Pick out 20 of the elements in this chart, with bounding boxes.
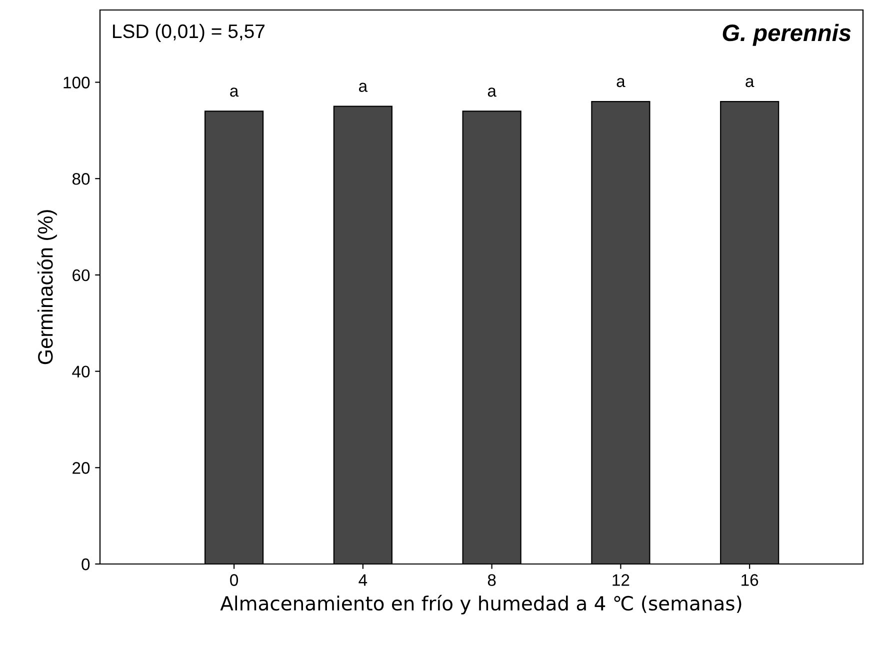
annotation: a — [359, 82, 368, 92]
x-tick-label: 12 — [612, 574, 630, 586]
y-tick-label: 40 — [72, 366, 90, 378]
annotation: a — [230, 88, 239, 97]
x-axis-title: Almacenamiento en frío y humedad a 4 ℃ (semanas) — [220, 594, 742, 614]
y-tick-label: 20 — [72, 462, 90, 474]
y-axis-title: Germinación (%) — [37, 210, 57, 364]
annotation: a — [616, 78, 626, 88]
y-tick-label: 80 — [72, 173, 90, 185]
annotation: a — [488, 88, 496, 97]
x-tick-label: 8 — [488, 574, 496, 586]
annotation: LSD (0,01) = 5,57 — [113, 24, 264, 42]
x-tick-label: 4 — [358, 574, 368, 586]
y-tick-label: 100 — [64, 76, 90, 88]
annotation: a — [746, 78, 754, 88]
text: G. perennis — [722, 24, 851, 46]
y-tick-label: 0 — [82, 558, 90, 570]
y-tick-label: 60 — [72, 269, 90, 282]
x-tick-label: 16 — [742, 574, 758, 586]
x-tick-label: 0 — [230, 574, 238, 586]
